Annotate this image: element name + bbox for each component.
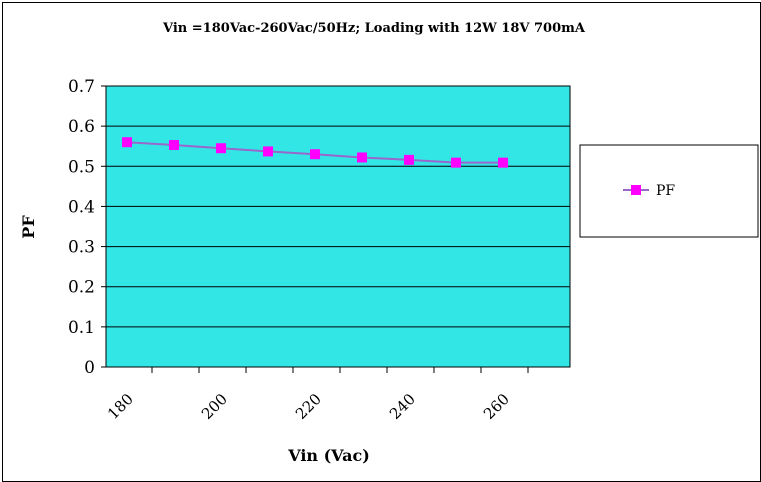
data-point: [169, 140, 179, 151]
data-point: [310, 149, 320, 160]
legend-marker: [631, 185, 641, 195]
plot-area: [105, 85, 571, 368]
legend-box: [579, 144, 759, 238]
y-tick-label: 0.6: [68, 117, 95, 137]
y-tick-label: 0.5: [68, 157, 95, 177]
x-axis-label: Vin (Vac): [287, 446, 370, 465]
data-point: [357, 152, 367, 163]
y-tick-label: 0.2: [68, 278, 95, 298]
legend: PF: [579, 144, 759, 238]
chart-title: Vin =180Vac-260Vac/50Hz; Loading with 12…: [162, 21, 586, 36]
y-tick-label: 0.4: [68, 197, 95, 217]
data-point: [451, 157, 461, 168]
data-point: [404, 154, 414, 165]
data-point: [263, 146, 273, 157]
y-tick-label: 0.3: [68, 238, 95, 258]
y-tick-label: 0.1: [68, 318, 95, 338]
data-point: [498, 157, 508, 168]
y-axis-ticks: 0 0.1 0.2 0.3 0.4 0.5 0.6 0.7: [68, 77, 106, 378]
y-axis-label: PF: [19, 215, 38, 239]
y-tick-label: 0.7: [68, 77, 95, 97]
series-pf: [122, 137, 508, 168]
legend-label: PF: [656, 183, 675, 199]
grid-lines: [106, 125, 570, 328]
data-point: [216, 143, 226, 154]
y-tick-label: 0: [84, 358, 95, 378]
data-point: [122, 137, 132, 148]
